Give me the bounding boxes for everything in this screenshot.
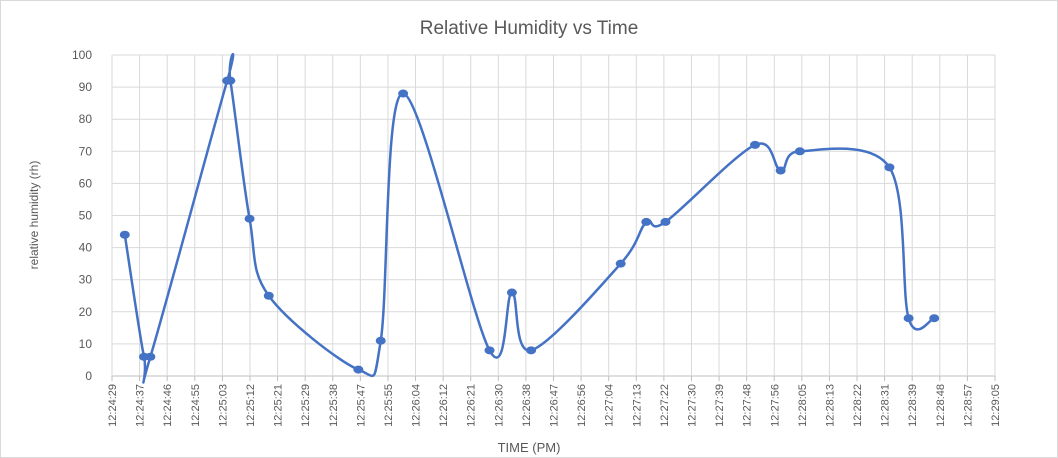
- x-tick-label: 12:24:29: [107, 384, 119, 427]
- data-point: [750, 140, 761, 149]
- x-axis-label: TIME (PM): [498, 440, 561, 455]
- x-tick-label: 12:29:05: [990, 384, 1002, 427]
- x-tick-label: 12:25:55: [383, 384, 395, 427]
- x-tick-label: 12:28:39: [907, 384, 919, 427]
- y-axis-label: relative humidity (rh): [27, 161, 41, 270]
- data-point: [353, 365, 364, 374]
- data-point: [225, 76, 236, 85]
- x-tick-label: 12:25:12: [245, 384, 257, 427]
- data-point: [526, 346, 537, 355]
- data-point: [775, 166, 786, 175]
- y-tick-label: 60: [79, 176, 93, 190]
- x-tick-label: 12:27:04: [604, 384, 616, 427]
- x-tick-label: 12:28:22: [852, 384, 864, 427]
- y-tick-label: 70: [79, 144, 93, 158]
- x-tick-label: 12:25:47: [355, 384, 367, 427]
- x-tick-label: 12:28:13: [824, 384, 836, 427]
- data-point: [263, 291, 274, 300]
- data-point: [119, 230, 130, 239]
- y-tick-label: 50: [79, 209, 93, 223]
- y-tick-label: 30: [79, 273, 93, 287]
- data-point: [641, 217, 652, 226]
- x-tick-label: 12:27:22: [659, 384, 671, 427]
- data-point: [506, 288, 517, 297]
- x-tick-label: 12:26:38: [521, 384, 533, 427]
- data-point: [660, 217, 671, 226]
- y-tick-label: 80: [79, 112, 93, 126]
- x-tick-label: 12:28:31: [880, 384, 892, 427]
- y-tick-label: 90: [79, 80, 93, 94]
- x-tick-label: 12:26:04: [411, 384, 423, 427]
- data-point: [244, 214, 255, 223]
- x-tick-label: 12:27:13: [631, 384, 643, 427]
- x-tick-label: 12:25:29: [300, 384, 312, 427]
- x-tick-label: 12:26:30: [493, 384, 505, 427]
- data-point: [884, 163, 895, 172]
- x-tick-label: 12:26:21: [466, 384, 478, 427]
- data-point: [929, 314, 940, 323]
- x-tick-label: 12:27:48: [742, 384, 754, 427]
- data-point: [484, 346, 495, 355]
- chart-title: Relative Humidity vs Time: [420, 18, 639, 39]
- x-tick-label: 12:24:37: [135, 384, 147, 427]
- data-point: [145, 352, 156, 361]
- y-tick-label: 10: [79, 337, 93, 351]
- x-tick-label: 12:24:46: [162, 384, 174, 427]
- x-tick-label: 12:25:21: [273, 384, 285, 427]
- x-tick-label: 12:28:05: [797, 384, 809, 427]
- x-tick-label: 12:26:47: [549, 384, 561, 427]
- data-point: [903, 314, 914, 323]
- x-tick-label: 12:28:57: [962, 384, 974, 427]
- x-tick-label: 12:27:56: [769, 384, 781, 427]
- y-tick-label: 100: [72, 48, 92, 62]
- x-tick-label: 12:27:30: [686, 384, 698, 427]
- y-tick-label: 40: [79, 241, 93, 255]
- x-tick-label: 12:24:55: [190, 384, 202, 427]
- data-point: [398, 89, 409, 98]
- data-point: [615, 259, 626, 268]
- x-tick-label: 12:26:56: [576, 384, 588, 427]
- data-point: [794, 147, 805, 156]
- x-tick-label: 12:26:12: [438, 384, 450, 427]
- y-tick-label: 20: [79, 305, 93, 319]
- x-tick-label: 12:25:03: [217, 384, 229, 427]
- x-tick-label: 12:25:38: [328, 384, 340, 427]
- x-tick-label: 12:28:48: [935, 384, 947, 427]
- data-point: [375, 336, 386, 345]
- y-tick-label: 0: [85, 369, 92, 383]
- x-tick-label: 12:27:39: [714, 384, 726, 427]
